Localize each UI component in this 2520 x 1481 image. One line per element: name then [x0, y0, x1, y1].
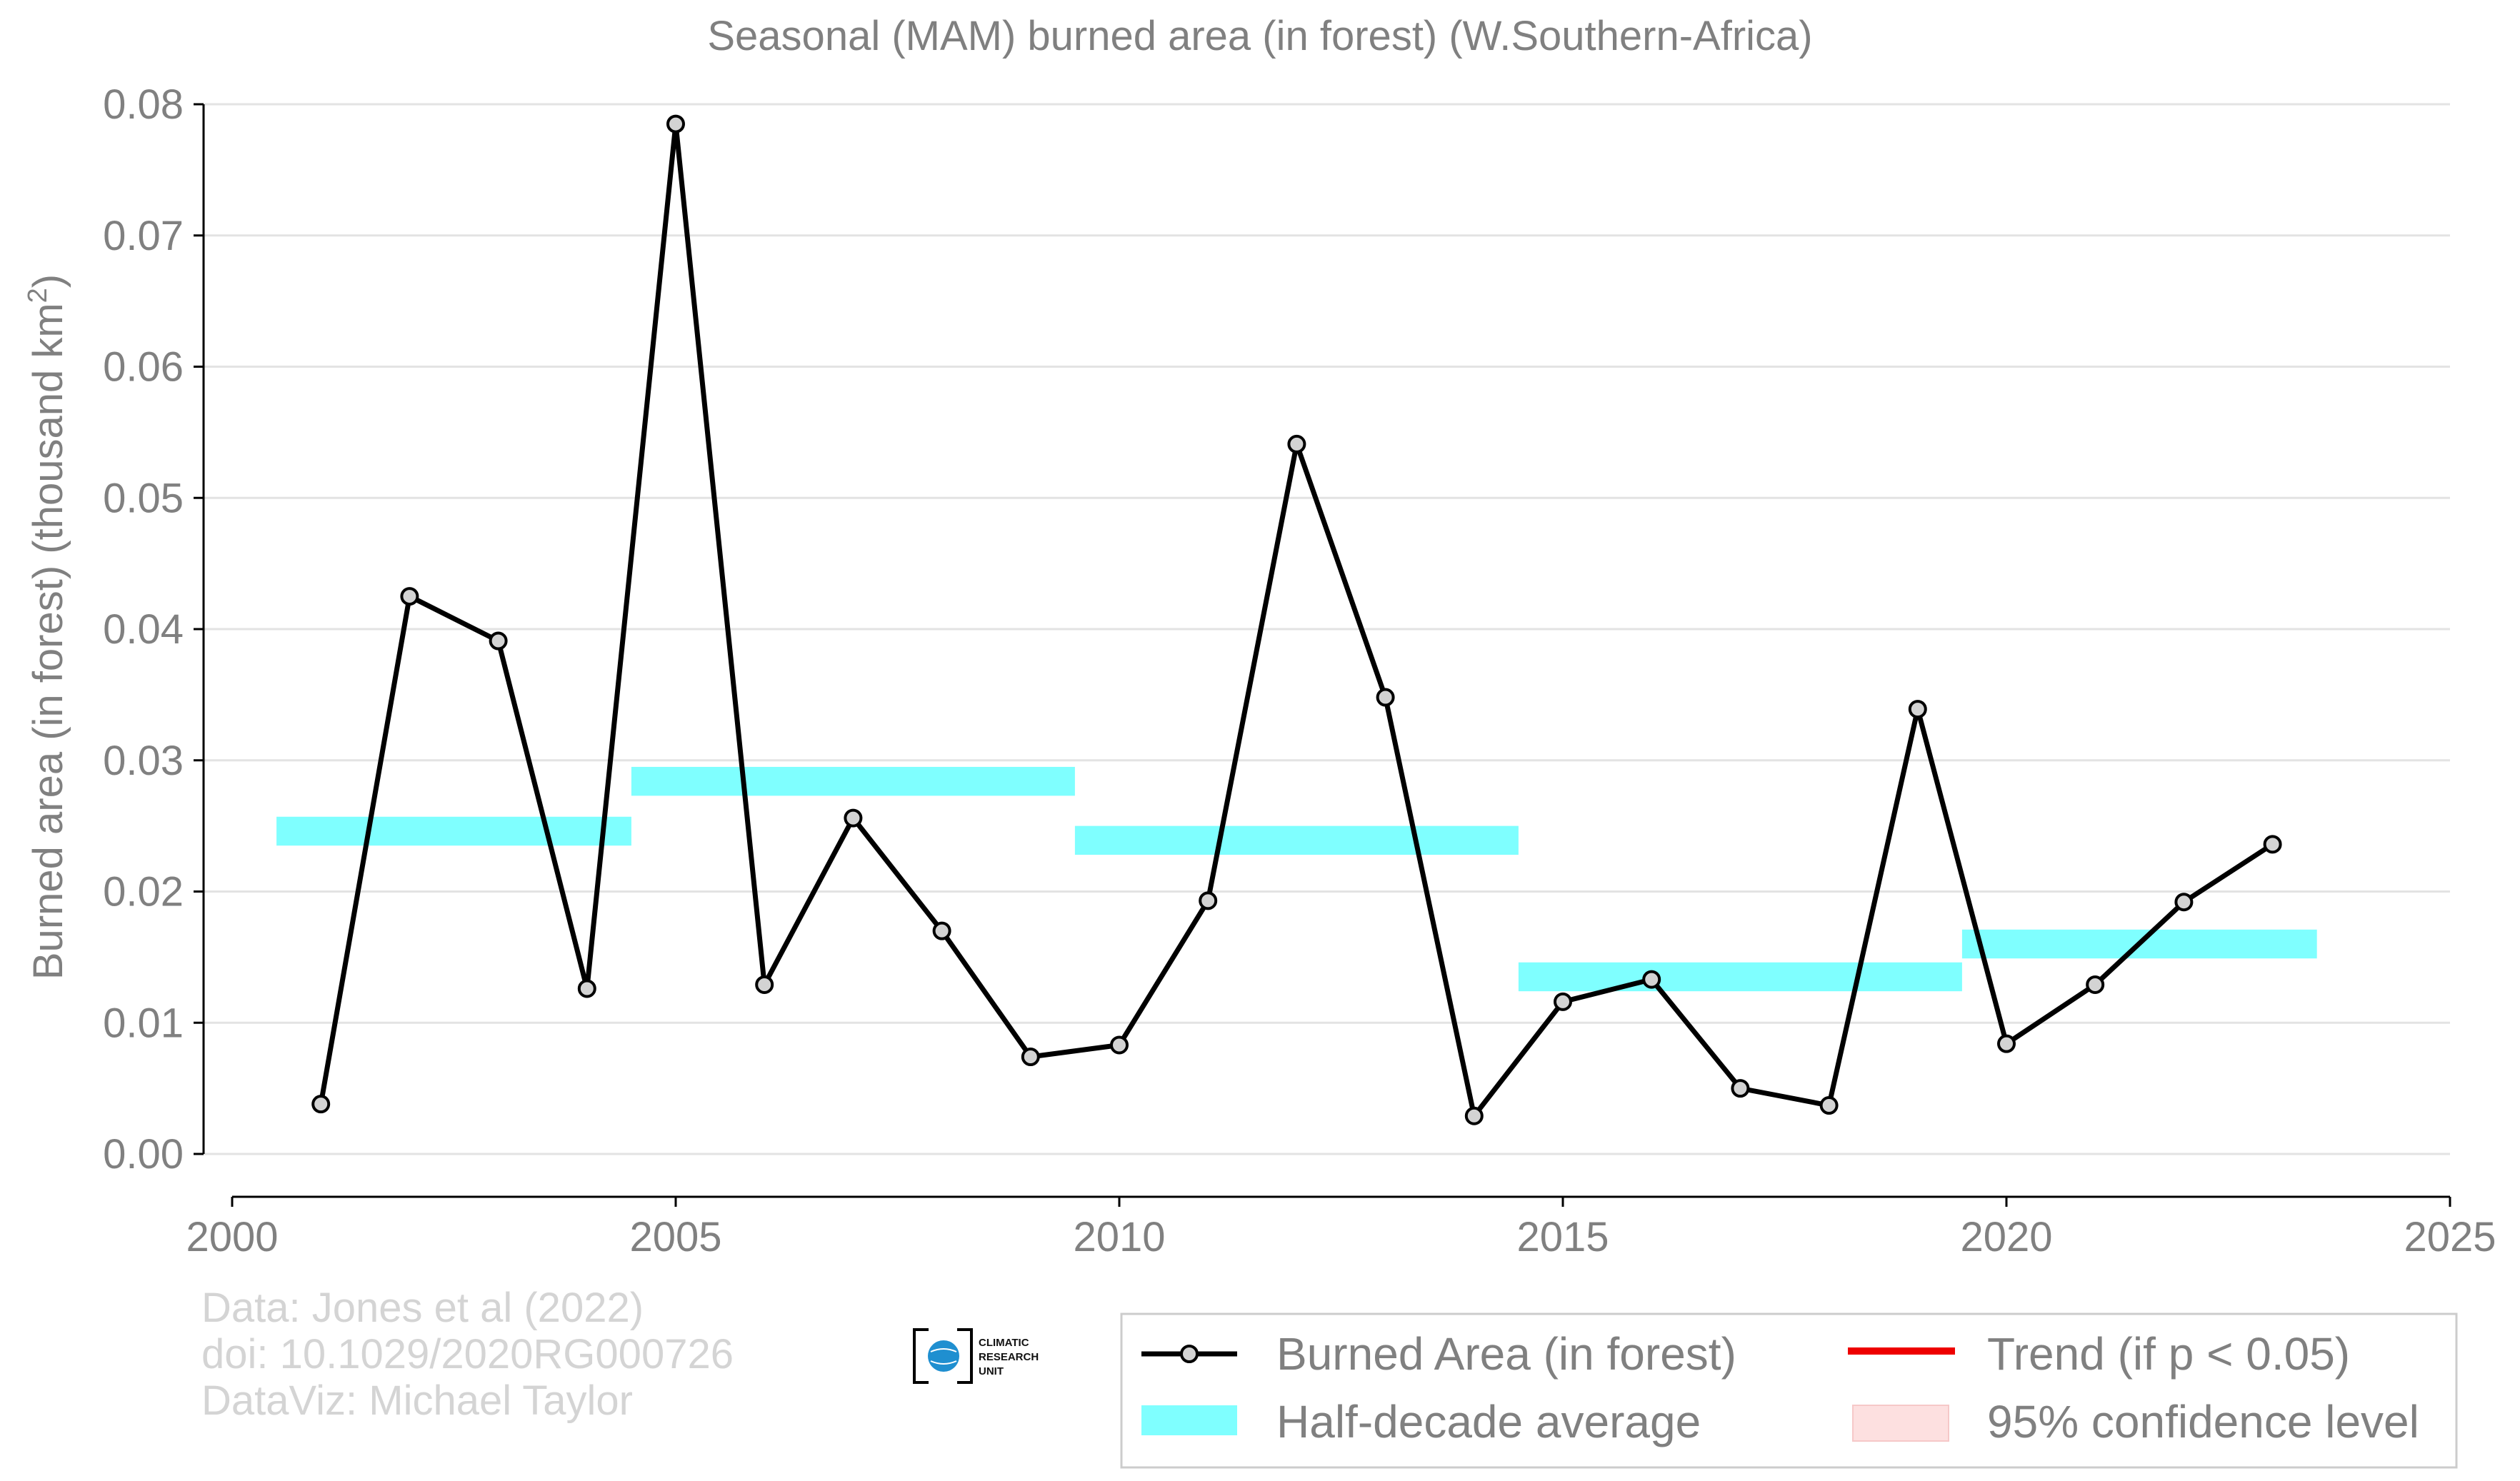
- data-point: [311, 1095, 331, 1114]
- y-axis-label: Burned area (in forest) (thousand km2): [23, 274, 71, 980]
- y-axis-label-main: Burned area (in forest) (thousand km: [25, 303, 71, 980]
- data-point: [755, 975, 774, 994]
- data-point: [2174, 893, 2194, 912]
- y-axis: 0.00 0.01 0.02 0.03 0.04 0.05 0.06 0.07 0.08: [103, 81, 205, 1178]
- legend-box: [1120, 1312, 2458, 1469]
- credit-dataviz: DataViz: Michael Taylor: [201, 1377, 633, 1424]
- credit-doi: doi: 10.1029/2020RG000726: [201, 1331, 734, 1377]
- data-point: [1731, 1079, 1750, 1098]
- y-tick-label: 0.02: [103, 869, 184, 915]
- half-decade-band: [1518, 962, 1962, 992]
- globe-icon: [928, 1340, 959, 1372]
- credit-data: Data: Jones et al (2022): [201, 1285, 644, 1331]
- y-tick-label: 0.07: [103, 213, 184, 259]
- logo-text-unit: UNIT: [979, 1365, 1004, 1377]
- x-tick-label: 2010: [1073, 1214, 1165, 1260]
- legend-label-confidence: 95% confidence level: [1987, 1396, 2419, 1447]
- data-point: [844, 808, 863, 828]
- data-point: [1642, 970, 1661, 989]
- data-point: [1554, 992, 1572, 1011]
- y-tick-label: 0.03: [103, 738, 184, 784]
- data-point: [400, 587, 419, 606]
- legend-swatch-half-decade: [1141, 1405, 1237, 1435]
- data-point: [1110, 1035, 1129, 1055]
- x-tick-label: 2000: [186, 1214, 278, 1260]
- series-line: [318, 121, 2274, 1119]
- legend-label-trend: Trend (if p < 0.05): [1987, 1328, 2350, 1380]
- logo-text-research: RESEARCH: [979, 1351, 1039, 1363]
- y-tick-label: 0.06: [103, 344, 184, 391]
- y-tick-label: 0.00: [103, 1131, 184, 1178]
- data-point: [2086, 975, 2105, 994]
- y-tick-label: 0.01: [103, 1000, 184, 1046]
- legend-marker-burned-area: [1180, 1345, 1199, 1363]
- legend-label-half-decade: Half-decade average: [1276, 1396, 1701, 1447]
- legend: Burned Area (in forest) Trend (if p < 0.…: [1120, 1312, 2458, 1469]
- y-tick-label: 0.05: [103, 475, 184, 521]
- data-point: [1464, 1106, 1484, 1125]
- data-point: [1287, 434, 1306, 453]
- half-decade-band: [1074, 825, 1519, 855]
- y-axis-label-close: ): [25, 274, 71, 288]
- globe-lines: [930, 1348, 957, 1365]
- chart-title: Seasonal (MAM) burned area (in forest) (…: [707, 13, 1812, 59]
- data-point: [932, 921, 951, 940]
- grid-lines: [204, 103, 2450, 1155]
- x-tick-label: 2020: [1960, 1214, 2052, 1260]
- cru-logo: CLIMATIC RESEARCH UNIT: [913, 1328, 1039, 1384]
- data-series: [311, 114, 2282, 1125]
- legend-label-burned-area: Burned Area (in forest): [1276, 1328, 1736, 1380]
- data-point: [666, 114, 685, 134]
- data-point: [577, 979, 596, 998]
- x-axis: 2000 2005 2010 2015 2020 2025: [186, 1195, 2496, 1260]
- data-point: [1819, 1096, 1839, 1115]
- data-point: [1376, 688, 1395, 707]
- credits: Data: Jones et al (2022) doi: 10.1029/20…: [201, 1285, 734, 1424]
- data-point: [1908, 700, 1927, 719]
- half-decade-bands: [276, 766, 2317, 992]
- data-point: [1021, 1048, 1040, 1067]
- x-tick-label: 2025: [2404, 1214, 2496, 1260]
- data-point: [1199, 891, 1218, 910]
- logo-frame: [913, 1328, 973, 1384]
- y-tick-label: 0.08: [103, 81, 184, 128]
- logo-text-climatic: CLIMATIC: [979, 1337, 1029, 1349]
- x-tick-label: 2005: [629, 1214, 721, 1260]
- data-point: [1997, 1034, 2016, 1053]
- y-tick-label: 0.04: [103, 606, 184, 653]
- half-decade-band: [276, 816, 631, 846]
- y-axis-label-superscript: 2: [23, 288, 53, 303]
- legend-swatch-confidence: [1852, 1405, 1949, 1442]
- data-point: [489, 631, 508, 651]
- half-decade-band: [631, 766, 1075, 796]
- data-point: [2263, 835, 2282, 854]
- x-tick-label: 2015: [1516, 1214, 1609, 1260]
